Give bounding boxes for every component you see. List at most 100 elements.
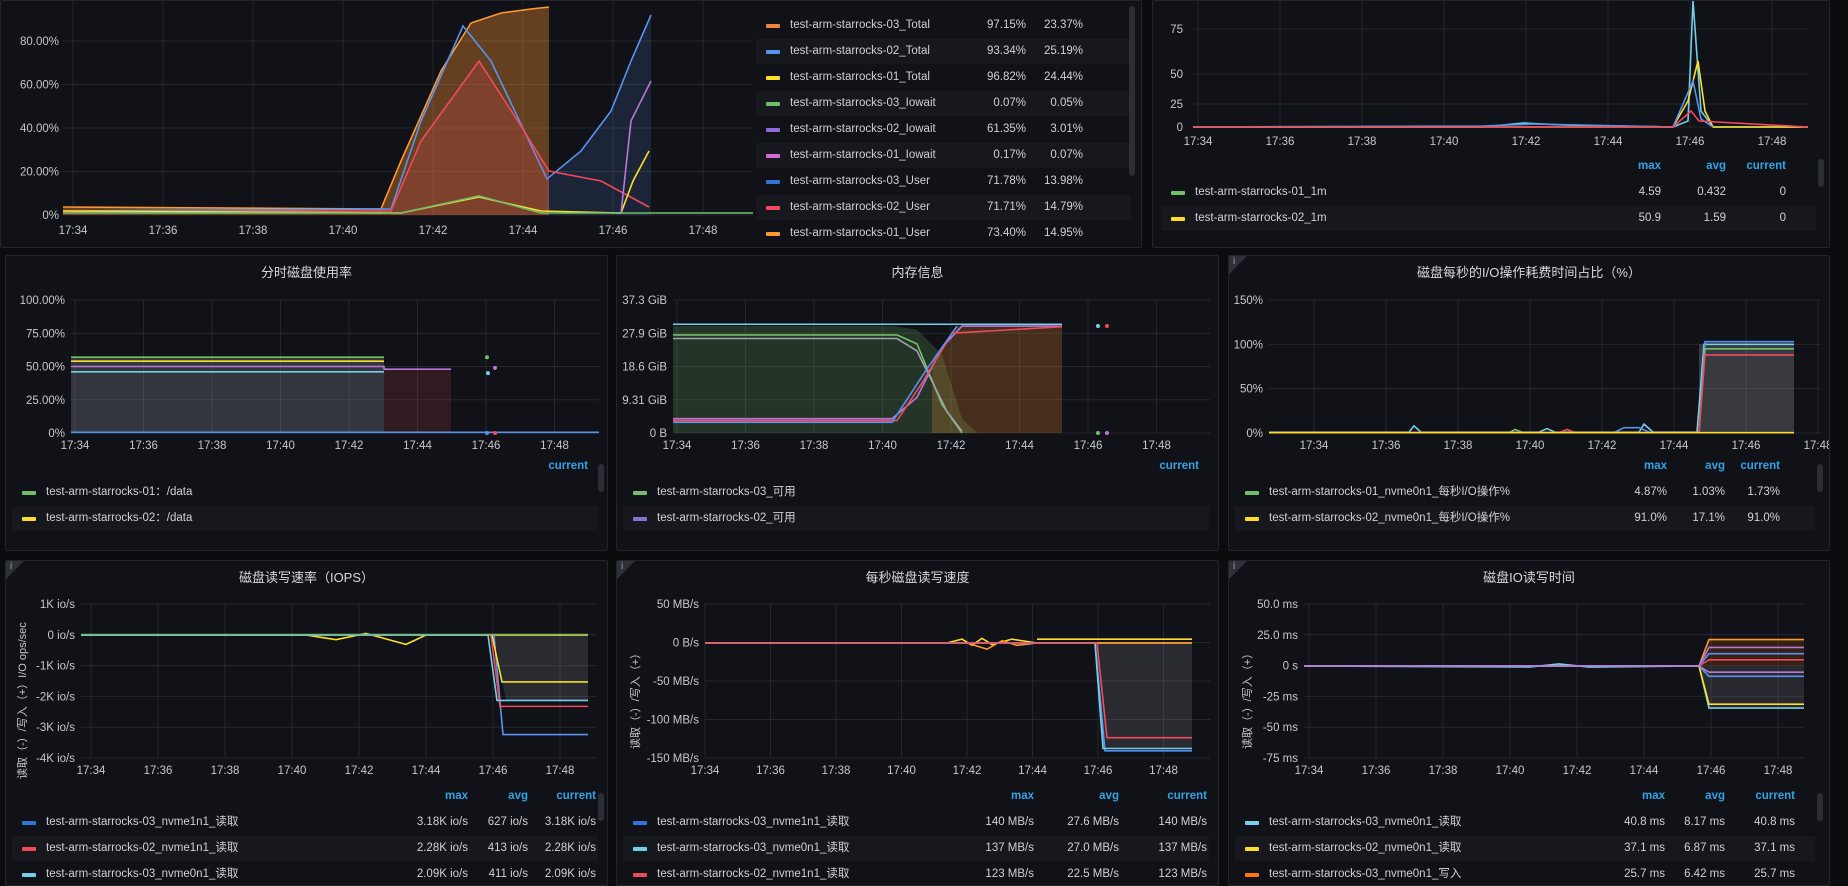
info-icon[interactable]: i [6, 561, 24, 579]
legend-row[interactable]: test-arm-starrocks-02_nvme0n1_每秒I/O操作% 91… [1235, 506, 1815, 531]
legend-series-name[interactable]: test-arm-starrocks-02_nvme0n1_每秒I/O操作% [1269, 512, 1510, 524]
legend-series-name[interactable]: test-arm-starrocks-03_nvme0n1_读取 [657, 842, 850, 854]
legend-series-name[interactable]: test-arm-starrocks-02_Total [790, 45, 930, 57]
legend-series-name[interactable]: test-arm-starrocks-03_nvme1n1_读取 [46, 816, 239, 828]
legend-series-name[interactable]: test-arm-starrocks-02_nvme1n1_读取 [657, 868, 850, 880]
legend-series-name[interactable]: test-arm-starrocks-02：/data [46, 512, 193, 524]
legend-color-swatch[interactable] [633, 517, 647, 521]
legend-series-name[interactable]: test-arm-starrocks-01_1m [1195, 186, 1327, 198]
legend-scrollbar[interactable] [1129, 6, 1135, 176]
legend-header-avg[interactable]: avg [508, 790, 528, 802]
legend-color-swatch[interactable] [766, 180, 780, 184]
info-icon[interactable]: i [1229, 561, 1247, 579]
legend-series-name[interactable]: test-arm-starrocks-01_nvme0n1_每秒I/O操作% [1269, 486, 1510, 498]
legend-header-max[interactable]: max [1010, 790, 1034, 802]
legend-row[interactable]: test-arm-starrocks-02_可用 [623, 506, 1209, 531]
legend-header-current[interactable]: current [1159, 460, 1199, 472]
legend-color-swatch[interactable] [1245, 847, 1259, 851]
legend-row[interactable]: test-arm-starrocks-03_nvme0n1_读取 2.09K io… [12, 862, 598, 885]
legend-row[interactable]: test-arm-starrocks-03_nvme0n1_写入 25.7 ms 6… [1235, 862, 1815, 885]
legend-series-name[interactable]: test-arm-starrocks-02_nvme0n1_读取 [1269, 842, 1462, 854]
info-icon[interactable]: i [617, 561, 635, 579]
legend-series-name[interactable]: test-arm-starrocks-03_nvme0n1_读取 [1269, 816, 1462, 828]
legend-color-swatch[interactable] [766, 154, 780, 158]
legend-color-swatch[interactable] [22, 873, 36, 877]
legend-header-current[interactable]: current [1746, 160, 1786, 172]
legend-color-swatch[interactable] [22, 517, 36, 521]
legend-color-swatch[interactable] [22, 491, 36, 495]
legend-color-swatch[interactable] [633, 821, 647, 825]
legend-row[interactable]: test-arm-starrocks-02_1m 50.9 1.59 0 [1161, 206, 1816, 231]
legend-header-avg[interactable]: avg [1705, 460, 1725, 472]
legend-series-name[interactable]: test-arm-starrocks-03_可用 [657, 486, 796, 498]
legend-scrollbar[interactable] [598, 793, 604, 821]
legend-header-current[interactable]: current [548, 460, 588, 472]
legend-row[interactable]: test-arm-starrocks-03_nvme0n1_读取 137 MB/s… [623, 836, 1209, 861]
legend-header-avg[interactable]: avg [1706, 160, 1726, 172]
legend-header-avg[interactable]: avg [1705, 790, 1725, 802]
legend-row[interactable]: test-arm-starrocks-02_nvme1n1_读取 2.28K io… [12, 836, 598, 861]
legend-series-name[interactable]: test-arm-starrocks-02_Iowait [790, 123, 936, 135]
legend-row[interactable]: test-arm-starrocks-02_User 71.71% 14.79% [756, 195, 1131, 220]
legend-header-avg[interactable]: avg [1099, 790, 1119, 802]
legend-row[interactable]: test-arm-starrocks-01_nvme0n1_每秒I/O操作% 4.… [1235, 480, 1815, 505]
legend-series-name[interactable]: test-arm-starrocks-03_Iowait [790, 97, 936, 109]
legend-color-swatch[interactable] [22, 847, 36, 851]
legend-color-swatch[interactable] [1245, 517, 1259, 521]
legend-scrollbar[interactable] [598, 464, 604, 492]
legend-color-swatch[interactable] [766, 232, 780, 236]
legend-row[interactable]: test-arm-starrocks-03_nvme0n1_读取 40.8 ms 8… [1235, 810, 1815, 835]
legend-color-swatch[interactable] [633, 491, 647, 495]
legend-row[interactable]: test-arm-starrocks-03_nvme1n1_读取 3.18K io… [12, 810, 598, 835]
legend-color-swatch[interactable] [766, 50, 780, 54]
legend-header-current[interactable]: current [556, 790, 596, 802]
legend-color-swatch[interactable] [766, 102, 780, 106]
legend-row[interactable]: test-arm-starrocks-02：/data [12, 506, 598, 531]
legend-color-swatch[interactable] [766, 76, 780, 80]
legend-scrollbar[interactable] [1817, 793, 1823, 821]
legend-color-swatch[interactable] [1245, 821, 1259, 825]
legend-series-name[interactable]: test-arm-starrocks-02_1m [1195, 212, 1327, 224]
legend-row[interactable]: test-arm-starrocks-03_nvme1n1_读取 140 MB/s… [623, 810, 1209, 835]
legend-series-name[interactable]: test-arm-starrocks-01_User [790, 227, 930, 239]
legend-row[interactable]: test-arm-starrocks-01_Total 96.82% 24.44% [756, 65, 1131, 90]
legend-series-name[interactable]: test-arm-starrocks-02_nvme1n1_读取 [46, 842, 239, 854]
legend-header-max[interactable]: max [1643, 460, 1667, 472]
legend-series-name[interactable]: test-arm-starrocks-01：/data [46, 486, 193, 498]
legend-color-swatch[interactable] [766, 206, 780, 210]
legend-row[interactable]: test-arm-starrocks-02_Iowait 61.35% 3.01% [756, 117, 1131, 142]
legend-color-swatch[interactable] [1245, 491, 1259, 495]
legend-color-swatch[interactable] [633, 873, 647, 877]
legend-series-name[interactable]: test-arm-starrocks-03_nvme0n1_写入 [1269, 868, 1462, 880]
legend-color-swatch[interactable] [1171, 217, 1185, 221]
legend-series-name[interactable]: test-arm-starrocks-01_Iowait [790, 149, 936, 161]
legend-header-current[interactable]: current [1755, 790, 1795, 802]
legend-series-name[interactable]: test-arm-starrocks-03_User [790, 175, 930, 187]
legend-row[interactable]: test-arm-starrocks-01_User 73.40% 14.95% [756, 221, 1131, 246]
legend-scrollbar[interactable] [1818, 159, 1824, 187]
legend-series-name[interactable]: test-arm-starrocks-03_nvme0n1_读取 [46, 868, 239, 880]
legend-header-max[interactable]: max [1637, 160, 1661, 172]
legend-row[interactable]: test-arm-starrocks-01_1m 4.59 0.432 0 [1161, 180, 1816, 205]
legend-row[interactable]: test-arm-starrocks-02_nvme1n1_读取 123 MB/s… [623, 862, 1209, 885]
legend-header-current[interactable]: current [1167, 790, 1207, 802]
legend-color-swatch[interactable] [1245, 873, 1259, 877]
legend-series-name[interactable]: test-arm-starrocks-03_nvme1n1_读取 [657, 816, 850, 828]
legend-color-swatch[interactable] [22, 821, 36, 825]
legend-row[interactable]: test-arm-starrocks-03_Iowait 0.07% 0.05% [756, 91, 1131, 116]
legend-scrollbar[interactable] [1817, 464, 1823, 492]
legend-color-swatch[interactable] [766, 128, 780, 132]
legend-series-name[interactable]: test-arm-starrocks-03_Total [790, 19, 930, 31]
legend-header-current[interactable]: current [1740, 460, 1780, 472]
legend-series-name[interactable]: test-arm-starrocks-02_User [790, 201, 930, 213]
legend-row[interactable]: test-arm-starrocks-01：/data [12, 480, 598, 505]
legend-row[interactable]: test-arm-starrocks-01_Iowait 0.17% 0.07% [756, 143, 1131, 168]
legend-header-max[interactable]: max [444, 790, 468, 802]
legend-color-swatch[interactable] [633, 847, 647, 851]
legend-row[interactable]: test-arm-starrocks-03_User 71.78% 13.98% [756, 169, 1131, 194]
legend-row[interactable]: test-arm-starrocks-03_Total 97.15% 23.37% [756, 13, 1131, 38]
legend-row[interactable]: test-arm-starrocks-02_nvme0n1_读取 37.1 ms 6… [1235, 836, 1815, 861]
legend-row[interactable]: test-arm-starrocks-02_Total 93.34% 25.19% [756, 39, 1131, 64]
legend-series-name[interactable]: test-arm-starrocks-02_可用 [657, 512, 796, 524]
legend-header-max[interactable]: max [1641, 790, 1665, 802]
